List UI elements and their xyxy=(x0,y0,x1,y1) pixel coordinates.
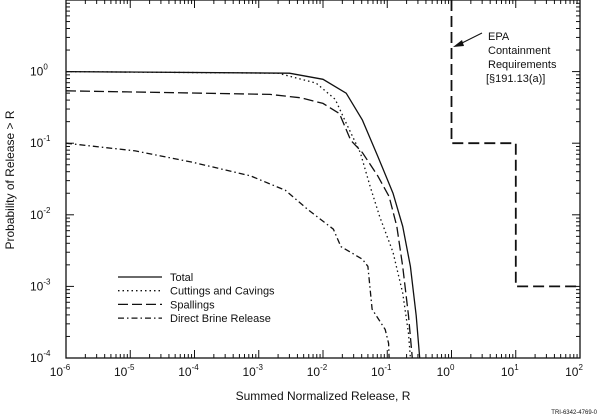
legend-label: Direct Brine Release xyxy=(170,313,271,325)
series-lines xyxy=(65,0,580,359)
annotation-line: Containment xyxy=(488,45,550,57)
x-tick-label: 101 xyxy=(501,363,519,379)
x-tick-label: 10-2 xyxy=(307,363,328,379)
arrow-head-icon xyxy=(453,40,464,47)
annotation-line: Requirements xyxy=(488,59,557,71)
x-tick-label: 100 xyxy=(437,363,455,379)
legend-label: Spallings xyxy=(170,299,215,311)
series-epa-containment-requirements xyxy=(450,0,580,288)
annotation-line: EPA xyxy=(488,31,510,43)
x-tick-label: 10-5 xyxy=(114,363,135,379)
y-tick-label: 10-2 xyxy=(30,206,51,222)
legend-label: Total xyxy=(170,272,193,284)
y-tick-labels: 100 10-1 10-2 10-3 10-4 xyxy=(30,63,51,365)
plot-frame xyxy=(65,0,581,359)
figure-id: TRI-6342-4769-0 xyxy=(551,410,597,416)
y-tick-label: 10-3 xyxy=(30,277,51,293)
x-tick-label: 102 xyxy=(565,363,583,379)
legend-label: Cuttings and Cavings xyxy=(170,286,275,298)
x-axis-label: Summed Normalized Release, R xyxy=(236,389,411,403)
axis-ticks xyxy=(65,0,580,359)
series-spallings xyxy=(65,90,413,359)
y-tick-label: 10-1 xyxy=(30,134,51,150)
annotation-line: [§191.13(a)] xyxy=(486,73,545,85)
x-tick-label: 10-1 xyxy=(371,363,392,379)
x-tick-label: 10-6 xyxy=(50,363,71,379)
x-tick-labels: 10-6 10-5 10-4 10-3 10-2 10-1 100 101 102 xyxy=(50,363,584,379)
x-tick-label: 10-3 xyxy=(243,363,264,379)
annotation: EPA Containment Requirements [§191.13(a)… xyxy=(453,31,557,85)
y-tick-label: 100 xyxy=(30,63,48,79)
y-tick-label: 10-4 xyxy=(30,349,51,365)
x-tick-label: 10-4 xyxy=(178,363,199,379)
y-axis-label: Probability of Release > R xyxy=(3,110,17,249)
series-total xyxy=(65,70,421,359)
series-direct-brine-release xyxy=(65,142,390,359)
